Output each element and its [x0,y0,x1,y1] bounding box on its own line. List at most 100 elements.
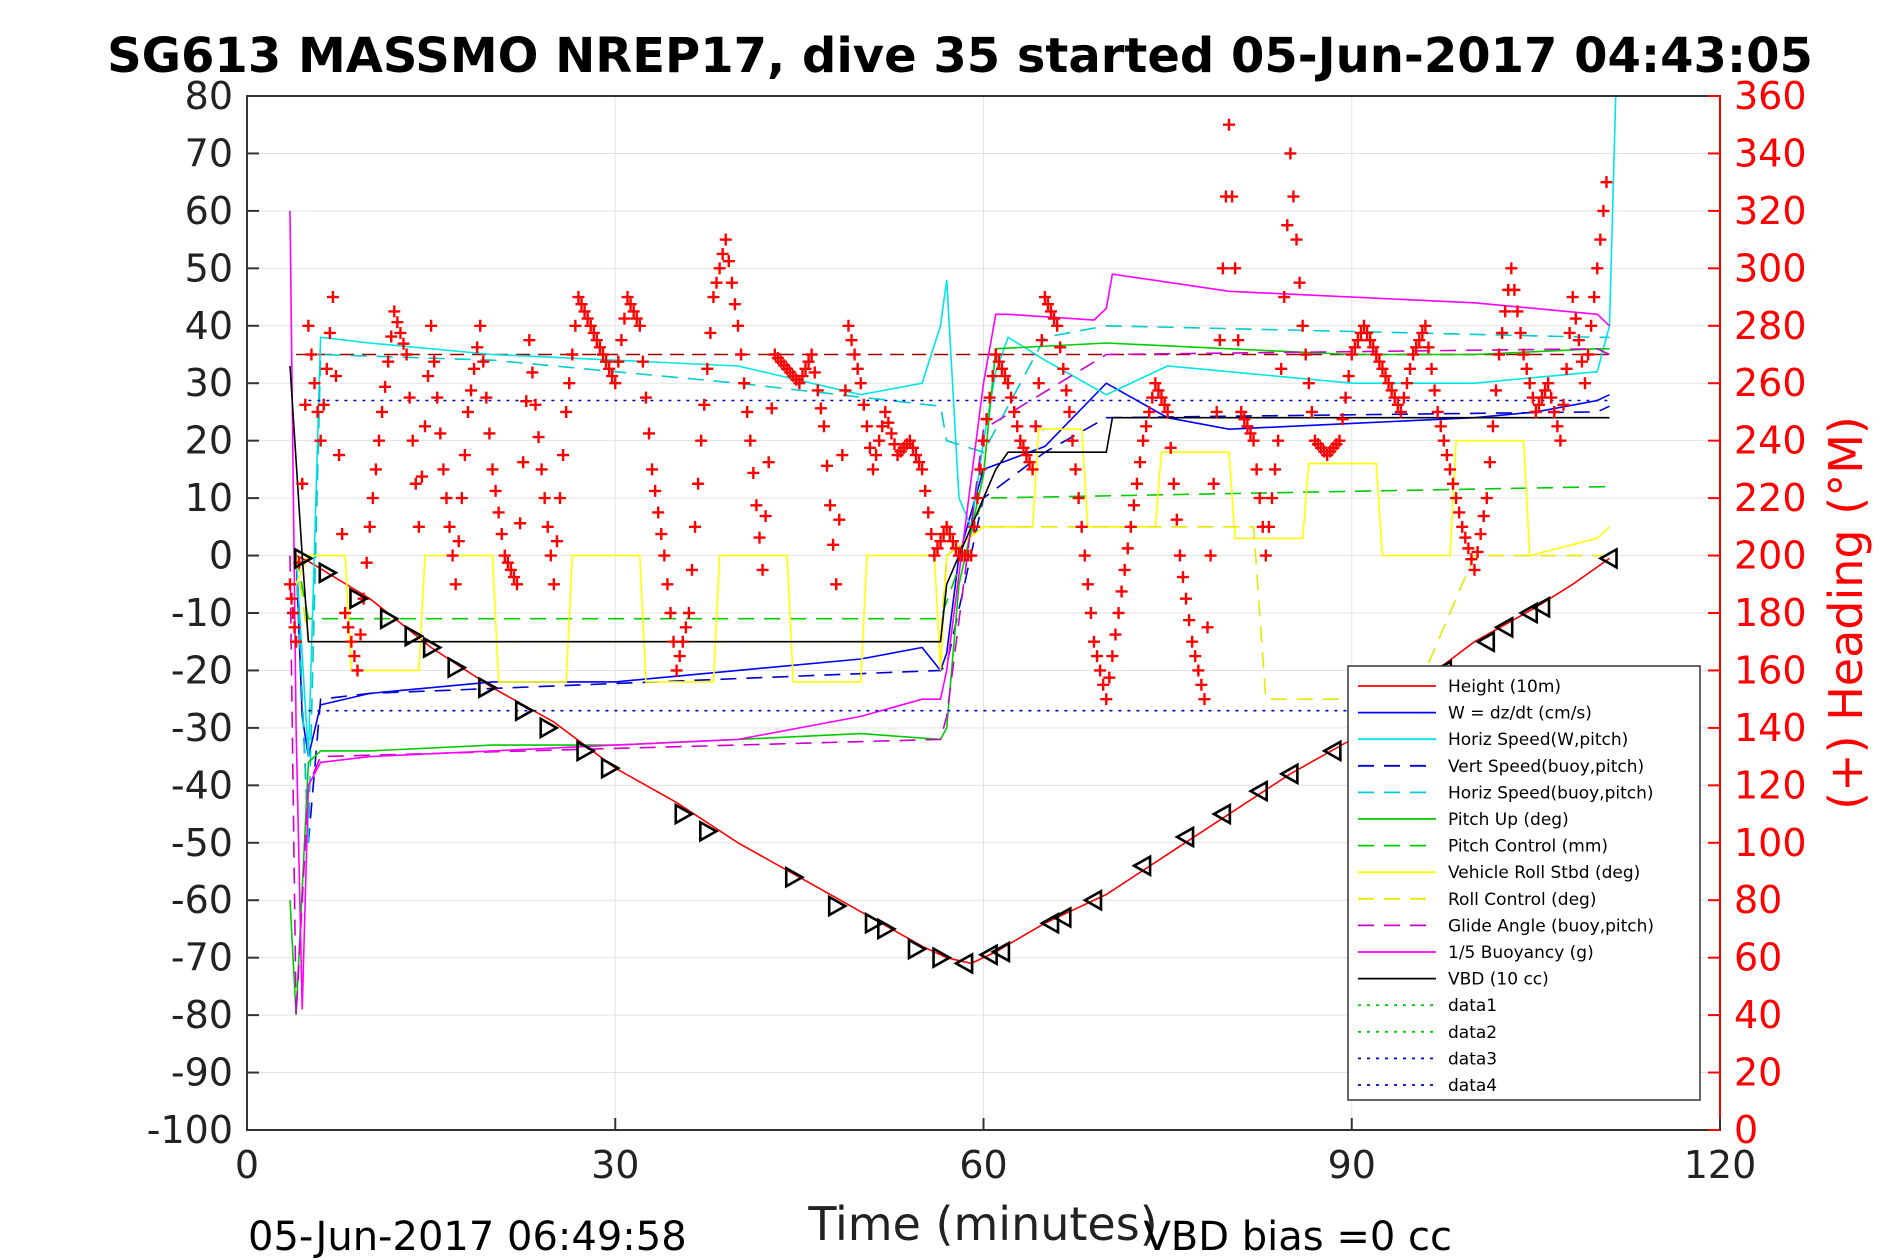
heading-mark [968,520,981,533]
heading-mark [1523,377,1536,390]
heading-mark [1201,621,1214,634]
heading-mark [805,348,818,361]
heading-mark [1091,650,1104,663]
heading-mark [302,319,315,332]
heading-mark [557,449,570,462]
heading-mark [1216,262,1229,275]
heading-mark [1453,506,1466,519]
heading-mark [1118,563,1131,576]
heading-mark [1569,312,1582,325]
heading-mark [1272,434,1285,447]
series-line-2 [295,95,1617,757]
heading-mark [480,391,493,404]
heading-mark [511,578,524,591]
y2-tick-label: 360 [1734,74,1807,118]
heading-mark [1557,398,1570,411]
dive-marker [293,547,314,570]
y2-tick-label: 100 [1734,821,1807,865]
heading-mark [1422,341,1435,354]
heading-mark [1244,427,1257,440]
heading-mark [311,405,324,418]
heading-mark [379,380,392,393]
dive-marker [1530,596,1551,619]
heading-mark [1045,305,1058,318]
dive-marker [1248,779,1268,803]
series-line-3 [295,405,1610,843]
heading-mark [1210,405,1223,418]
heading-mark [572,291,585,304]
y2-tick-label: 60 [1734,936,1782,980]
heading-mark [452,535,465,548]
heading-mark [1259,549,1272,562]
heading-mark [943,528,956,541]
heading-mark [925,528,938,541]
y2-tick-label: 40 [1734,993,1782,1037]
heading-mark [888,438,901,451]
y-tick-label: -60 [171,878,233,922]
legend-label: data3 [1448,1049,1497,1069]
heading-mark [1072,492,1085,505]
heading-mark [652,506,665,519]
heading-mark [863,441,876,454]
y2-tick-label: 300 [1734,246,1807,290]
heading-mark [1508,283,1521,296]
heading-mark [1038,291,1051,304]
heading-mark [928,549,941,562]
heading-mark [643,427,656,440]
heading-mark [977,434,990,447]
heading-mark [1585,319,1598,332]
heading-mark [1496,326,1509,339]
heading-mark [704,326,717,339]
heading-mark [1572,334,1585,347]
heading-mark [578,305,591,318]
heading-mark [336,528,349,541]
heading-mark [1020,449,1033,462]
heading-mark [845,334,858,347]
heading-mark [428,355,441,368]
heading-mark [1011,420,1024,433]
heading-mark [363,520,376,533]
heading-mark [1223,118,1235,131]
dive-marker [1321,739,1342,763]
dive-marker [864,911,885,935]
y-tick-label: -90 [171,1051,233,1095]
heading-mark [1594,233,1607,246]
heading-mark [621,291,634,304]
heading-mark [876,420,889,433]
x-axis-ticks: 0 30 60 90 120 [235,1118,1756,1187]
heading-mark [824,499,837,512]
heading-mark [1066,434,1079,447]
dive-marker [1131,854,1152,877]
heading-mark [1367,341,1380,354]
heading-mark [916,463,929,476]
heading-mark [759,510,772,523]
x-tick-label: 120 [1684,1143,1757,1187]
heading-mark [1588,291,1601,304]
heading-mark [1265,492,1278,505]
heading-mark [290,635,303,648]
dive-marker [422,636,443,659]
heading-mark [1486,420,1499,433]
heading-mark [1511,305,1524,318]
heading-mark [1140,420,1153,433]
heading-mark [1361,326,1374,339]
heading-mark [1336,413,1349,426]
y-tick-label: 50 [185,246,233,290]
heading-mark [1437,434,1450,447]
series-line-11 [289,365,1610,643]
heading-mark [1468,563,1481,576]
heading-mark [1545,391,1558,404]
heading-mark [1305,405,1318,418]
heading-mark [495,528,508,541]
heading-mark [339,607,352,619]
heading-mark [922,506,935,519]
heading-mark [1005,391,1018,404]
heading-mark [532,431,545,444]
heading-mark [689,520,702,533]
heading-mark [1591,262,1604,275]
dive-marker [447,656,468,679]
heading-mark [873,434,886,447]
heading-mark [474,319,487,332]
heading-mark [1060,384,1073,397]
heading-mark [698,398,711,411]
